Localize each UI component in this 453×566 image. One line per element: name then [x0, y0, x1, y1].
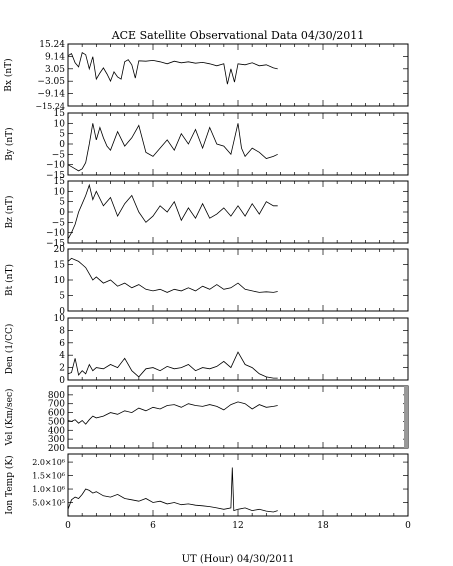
y-axis-label: Bx (nT) [3, 58, 14, 91]
y-tick-label: 5.0×10⁵ [32, 499, 65, 508]
y-tick-label: 0 [59, 376, 65, 386]
y-axis-label: Den (1/CC) [4, 324, 15, 375]
y-tick-label: 9.14 [45, 52, 65, 62]
panel-7: 2.0×10⁶ 1.5×10⁶ 1.0×10⁶ 5.0×10⁵ Ion Temp (K) [4, 453, 409, 517]
x-axis-label: UT (Hour) 04/30/2011 [182, 554, 295, 565]
panel-1: 15.24 9.14 3.05 −3.05 −9.14 −15.24 Bx (nT) [3, 40, 409, 111]
data-series-line [67, 401, 278, 425]
x-tick-label: 0 [405, 521, 411, 531]
x-tick-label: 18 [317, 521, 329, 531]
y-tick-label: 1.5×10⁶ [32, 472, 65, 481]
y-tick-label: 3.05 [45, 65, 65, 75]
panel-frame [67, 453, 409, 517]
y-tick-label: 15 [54, 261, 66, 271]
y-tick-label: 0 [59, 140, 65, 150]
panel-frame [67, 248, 409, 312]
data-gap-strip [404, 386, 408, 448]
data-series-line [67, 183, 278, 240]
data-series-line [67, 467, 278, 513]
y-tick-label: 1.0×10⁶ [32, 485, 65, 494]
y-tick-label: 2.0×10⁶ [32, 458, 65, 467]
y-tick-label: 5 [59, 198, 65, 208]
y-axis-label: Bz (nT) [4, 195, 15, 228]
y-tick-label: 500 [48, 417, 65, 427]
y-tick-label: 4 [59, 351, 65, 361]
y-tick-label: −9.14 [37, 90, 65, 100]
y-tick-label: 800 [48, 391, 65, 401]
y-tick-label: 5 [59, 292, 65, 302]
x-tick-label: 12 [232, 521, 243, 531]
data-series-line [67, 123, 278, 172]
y-tick-label: 5 [59, 130, 65, 140]
y-axis-label: Vel (Km/sec) [4, 388, 15, 446]
y-tick-label: 700 [48, 400, 65, 410]
y-tick-label: −15 [46, 171, 65, 181]
y-tick-label: 200 [48, 444, 65, 454]
x-tick-label: 0 [65, 521, 71, 531]
y-tick-label: 2 [59, 364, 65, 374]
y-tick-label: 10 [54, 276, 66, 286]
y-tick-label: 300 [48, 435, 65, 445]
y-tick-label: 6 [59, 339, 65, 349]
chart-title: ACE Satellite Observational Data 04/30/2… [111, 29, 365, 42]
y-tick-label: 0 [59, 307, 65, 317]
x-axis: 0 6 12 18 0 [65, 521, 411, 531]
y-tick-label: 400 [48, 426, 65, 436]
y-tick-label: −5 [52, 150, 66, 160]
y-axis-label: Ion Temp (K) [4, 455, 15, 514]
panel-frame [67, 317, 409, 381]
panel-frame [67, 180, 409, 244]
y-tick-label: 15 [54, 177, 66, 187]
y-tick-label: −3.05 [37, 77, 65, 87]
panel-frame [67, 385, 409, 449]
y-tick-label: 600 [48, 409, 65, 419]
data-series-line [67, 51, 278, 85]
y-tick-label: −10 [46, 229, 65, 239]
panel-4: 20 15 10 5 0 Bt (nT) [4, 245, 409, 317]
y-axis-label: By (nT) [4, 127, 15, 160]
y-tick-label: −15.24 [35, 102, 65, 111]
y-tick-label: 8 [59, 326, 65, 336]
data-series-line [67, 257, 278, 293]
y-tick-label: −10 [46, 161, 65, 171]
y-tick-label: 10 [54, 314, 66, 324]
x-tick-label: 6 [150, 521, 156, 531]
y-tick-label: −5 [52, 218, 66, 228]
data-series-line [67, 351, 278, 379]
y-tick-label: 10 [54, 119, 66, 129]
y-tick-label: 15.24 [39, 40, 65, 50]
y-axis-label: Bt (nT) [4, 264, 15, 296]
panel-5: 10 8 6 4 2 0 Den (1/CC) [4, 314, 409, 386]
y-tick-label: 15 [54, 109, 66, 119]
y-tick-label: −15 [46, 239, 65, 249]
y-tick-label: 0 [59, 208, 65, 218]
panel-frame [67, 112, 409, 176]
y-tick-label: 10 [54, 187, 66, 197]
panel-frame [67, 43, 409, 107]
y-tick-label: 20 [54, 245, 66, 255]
